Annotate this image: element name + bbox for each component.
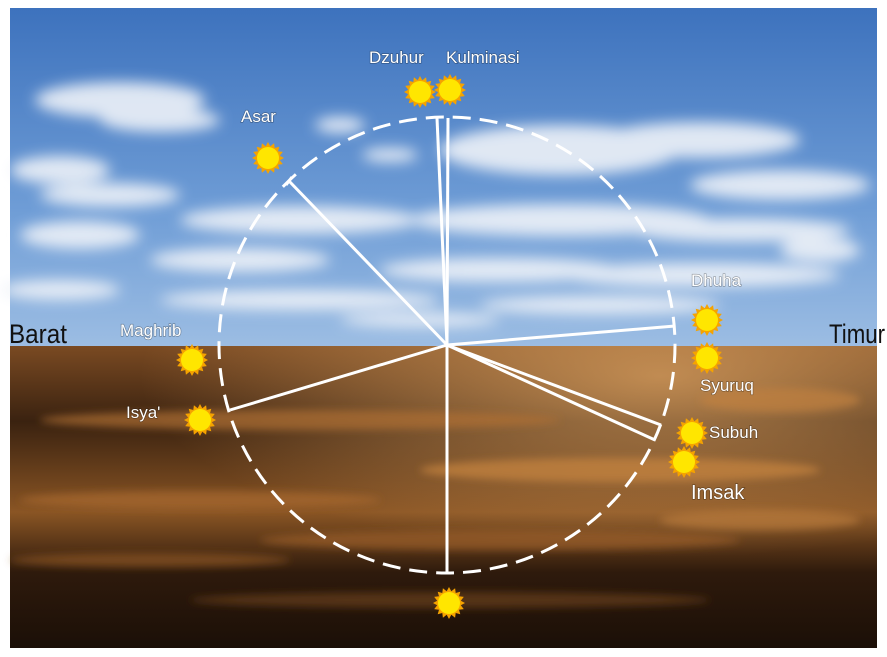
- cloud: [100, 108, 220, 132]
- position-label: Maghrib: [120, 321, 181, 340]
- sun-disc: [681, 422, 703, 444]
- dusk-streak: [20, 491, 380, 509]
- sun-disc: [181, 349, 203, 371]
- cloud: [40, 183, 180, 207]
- sun-disc: [438, 592, 460, 614]
- hour-line: [447, 118, 448, 345]
- sun-disc: [439, 79, 461, 101]
- cloud: [480, 296, 720, 314]
- sun-disc: [696, 347, 718, 369]
- sun-disc: [189, 409, 211, 431]
- dusk-streak: [660, 510, 860, 530]
- cloud: [180, 206, 420, 234]
- position-label: Dzuhur: [369, 48, 424, 67]
- position-label: Isya': [126, 403, 160, 422]
- sun: [668, 446, 700, 478]
- cloud: [600, 122, 800, 158]
- sun: [676, 417, 708, 449]
- position-label: Dhuha: [691, 271, 742, 290]
- sun-disc: [673, 451, 695, 473]
- sun-path-diagram: Barat Timur Dzuhur Kulminasi Asar Dhuha …: [0, 0, 887, 657]
- east-label: Timur: [829, 319, 885, 349]
- sun: [252, 142, 284, 174]
- cloud: [780, 238, 860, 262]
- dusk-streak: [260, 530, 740, 550]
- sun-disc: [257, 147, 279, 169]
- page: {"directions": {"west": "Barat", "east":…: [0, 0, 887, 657]
- sun: [691, 342, 723, 374]
- cloud: [10, 156, 110, 184]
- position-label: Subuh: [709, 423, 758, 442]
- sun: [184, 404, 216, 436]
- sun: [176, 344, 208, 376]
- sun: [433, 587, 465, 619]
- sun: [434, 74, 466, 106]
- sun: [691, 304, 723, 336]
- dusk-streak: [420, 458, 820, 482]
- position-label: Asar: [241, 107, 276, 126]
- cloud: [315, 117, 365, 133]
- position-label: Syuruq: [700, 376, 754, 395]
- cloud: [0, 280, 120, 300]
- position-label: Kulminasi: [446, 48, 520, 67]
- west-label: Barat: [9, 319, 67, 349]
- cloud: [690, 170, 870, 200]
- sun-disc: [409, 81, 431, 103]
- cloud: [20, 221, 140, 249]
- dusk-streak: [40, 410, 560, 430]
- dusk-streak: [10, 553, 290, 567]
- sun-disc: [696, 309, 718, 331]
- sun: [404, 76, 436, 108]
- cloud: [362, 148, 418, 162]
- position-label: Imsak: [691, 482, 745, 504]
